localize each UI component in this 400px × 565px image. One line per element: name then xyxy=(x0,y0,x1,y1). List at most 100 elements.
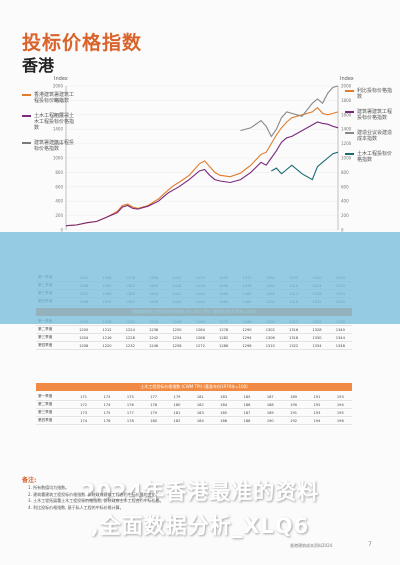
y-tick-label: 1600 xyxy=(53,112,64,117)
table-cell: 1264 xyxy=(188,325,212,334)
table-cell: 185 xyxy=(235,393,259,401)
table-cell: 1220 xyxy=(95,341,119,350)
table-cell: 1322 xyxy=(281,341,306,350)
table-cell: 187 xyxy=(235,408,259,417)
table-cell: 195 xyxy=(328,408,352,417)
right-legend-item: 土木工程投标价格指数 xyxy=(345,151,393,163)
table-cell: 177 xyxy=(141,393,166,401)
table-cell: 194 xyxy=(305,416,329,425)
table-cell: 183 xyxy=(211,393,236,401)
table-cell: 188 xyxy=(258,400,282,409)
y2-axis-label: Index xyxy=(340,76,354,82)
page-title: 投标价格指数 xyxy=(22,32,143,54)
table-cell: 180 xyxy=(165,400,189,409)
table-row: 第一季度 171 173 175 177 179 181 183 185 187 189 191 193 xyxy=(36,393,352,401)
y2-tick-label: 1400 xyxy=(341,127,352,132)
row-label: 第一季度 xyxy=(36,393,72,401)
page-number: 7 xyxy=(368,541,372,548)
y2-tick-label: 1000 xyxy=(341,156,352,161)
series-line-3 xyxy=(240,85,339,138)
table-cell: 174 xyxy=(95,400,119,409)
legend-label: 香港建筑署建筑工程投标价格指数 xyxy=(34,92,75,104)
table-cell: 1310 xyxy=(258,341,282,350)
right-legend-item: 建筑署建筑工程投标价格指数 xyxy=(345,109,393,121)
table-cell: 1330 xyxy=(305,333,329,342)
table-cell: 1246 xyxy=(141,341,166,350)
table-cell: 1238 xyxy=(141,325,166,334)
y-tick-label: 200 xyxy=(55,213,63,218)
y2-tick-label: 200 xyxy=(341,213,349,218)
table-cell: 1302 xyxy=(258,325,282,334)
y-tick-label: 1400 xyxy=(53,127,64,132)
table-cell: 1242 xyxy=(141,333,166,342)
table-row: 第三季度 1204 1216 1228 1242 1254 1268 1282 1294 1306… xyxy=(36,333,352,342)
banner-line-2: ,全面数据分析_XLQ6 xyxy=(90,514,310,538)
legend-label: 土木工程拓展署土木工程投标价格指数 xyxy=(34,113,75,131)
legend-label: 建造业议会建造成本指数 xyxy=(357,130,393,142)
table-cell: 1318 xyxy=(281,333,306,342)
table-cell: 1348 xyxy=(328,341,352,350)
table-section-3: 第一季度 171 173 175 177 179 181 183 185 187 189 191 193… xyxy=(36,393,352,425)
legend-label: 建筑署建筑工程投标价格指数 xyxy=(34,140,75,152)
y2-tick-label: 2000 xyxy=(341,84,352,89)
right-legend-item: 利比投标价格指数 xyxy=(345,88,393,100)
table-cell: 1340 xyxy=(328,325,352,334)
y2-tick-label: 400 xyxy=(341,199,349,204)
left-legend: 香港建筑署建筑工程投标价格指数土木工程拓展署土木工程投标价格指数建筑署建筑工程投… xyxy=(22,92,74,161)
footer-text: 香港建筑成本资料2024 xyxy=(290,543,333,548)
table-cell: 193 xyxy=(328,393,352,401)
table-cell: 175 xyxy=(118,393,142,401)
y2-tick-label: 1800 xyxy=(341,98,352,103)
series-line-2 xyxy=(65,121,339,227)
row-label: 第三季度 xyxy=(36,333,72,342)
table-cell: 175 xyxy=(95,408,119,417)
table-cell: 1204 xyxy=(72,333,96,342)
note-item: 1. 所有数值均为指数。 xyxy=(28,485,70,490)
table-cell: 180 xyxy=(141,416,166,425)
table-cell: 1278 xyxy=(211,325,236,334)
left-legend-item: 土木工程拓展署土木工程投标价格指数 xyxy=(22,113,74,131)
table-cell: 1344 xyxy=(328,333,352,342)
table-cell: 190 xyxy=(281,400,306,409)
table-cell: 194 xyxy=(328,400,352,409)
table-row: 第四季度 174 176 178 180 182 184 186 188 190 192 194 196 xyxy=(36,416,352,425)
table-cell: 188 xyxy=(235,416,259,425)
table-cell: 1228 xyxy=(118,333,142,342)
table-row: 第二季度 172 174 176 178 180 182 184 186 188 190 192 194 xyxy=(36,400,352,409)
legend-label: 建筑署建筑工程投标价格指数 xyxy=(357,109,393,121)
table-cell: 184 xyxy=(211,400,236,409)
legend-label: 利比投标价格指数 xyxy=(357,88,393,100)
table-cell: 178 xyxy=(118,416,142,425)
legend-swatch xyxy=(345,153,354,155)
table-cell: 176 xyxy=(118,400,142,409)
table-cell: 1272 xyxy=(188,341,212,350)
table-cell: 186 xyxy=(235,400,259,409)
table-cell: 1212 xyxy=(95,325,119,334)
table-cell: 173 xyxy=(72,408,96,417)
series-line-4 xyxy=(271,151,339,181)
table-row: 第三季度 173 175 177 179 181 183 185 187 189 191 193 195 xyxy=(36,408,352,417)
table-cell: 1216 xyxy=(95,333,119,342)
row-label: 第三季度 xyxy=(36,408,72,417)
y2-tick-label: 600 xyxy=(341,184,349,189)
notes-title: 备注: xyxy=(22,477,37,484)
y-tick-label: 400 xyxy=(55,199,63,204)
table-cell: 1258 xyxy=(165,341,189,350)
y-axis-label: Index xyxy=(54,76,68,82)
y-tick-label: 1000 xyxy=(53,156,64,161)
legend-label: 土木工程投标价格指数 xyxy=(357,151,393,163)
y2-tick-label: 0 xyxy=(341,228,344,233)
table-cell: 1286 xyxy=(211,341,236,350)
table-cell: 182 xyxy=(188,400,212,409)
notes-list: 1. 所有数值均为指数。 2. 建筑署建筑工程投标价格指数, 反映政府建筑工程合约… xyxy=(28,485,328,511)
series-line-1 xyxy=(65,106,339,227)
table-section-3-header: 土木工程投标价格指数 (CWM TPI) (基准年份1970年=100) xyxy=(36,383,352,391)
region-title: 香港 xyxy=(22,56,55,75)
table-cell: 181 xyxy=(165,408,189,417)
table-cell: 178 xyxy=(141,400,166,409)
y-tick-label: 1800 xyxy=(53,98,64,103)
table-cell: 193 xyxy=(305,408,329,417)
table-cell: 191 xyxy=(281,408,306,417)
table-row: 第二季度 1200 1212 1224 1238 1250 1264 1278 1290 1302… xyxy=(36,325,352,334)
